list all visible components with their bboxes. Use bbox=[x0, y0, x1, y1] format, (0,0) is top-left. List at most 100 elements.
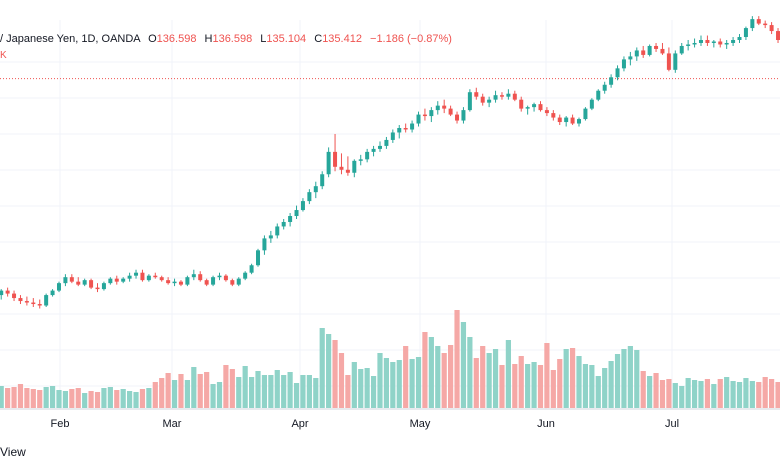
candle-body bbox=[146, 275, 151, 281]
volume-bar bbox=[184, 380, 190, 408]
candle-body bbox=[12, 293, 17, 299]
candle bbox=[589, 98, 594, 111]
candle-body bbox=[731, 40, 736, 43]
candle-body bbox=[191, 274, 196, 278]
candle-body bbox=[320, 174, 325, 187]
candle bbox=[397, 125, 402, 139]
volume-bar bbox=[576, 356, 582, 408]
volume-bar bbox=[531, 362, 537, 408]
candle bbox=[480, 93, 485, 106]
candle bbox=[5, 287, 10, 297]
volume-bar bbox=[94, 392, 101, 408]
candle-body bbox=[217, 275, 222, 278]
candle-body bbox=[467, 92, 472, 111]
candle-body bbox=[422, 114, 427, 117]
candle bbox=[422, 108, 427, 121]
candle-body bbox=[487, 99, 492, 103]
volume-bar bbox=[332, 340, 338, 408]
candle bbox=[750, 16, 755, 32]
candle-body bbox=[288, 216, 293, 222]
candle-body bbox=[615, 68, 620, 78]
candle bbox=[493, 90, 498, 103]
candle-body bbox=[493, 95, 498, 100]
candle-body bbox=[300, 201, 305, 211]
candle-body bbox=[564, 117, 569, 123]
candle bbox=[474, 87, 479, 100]
candle bbox=[390, 129, 395, 143]
volume-bar bbox=[647, 376, 653, 408]
symbol-title[interactable]: / Japanese Yen, 1D, OANDA bbox=[0, 33, 141, 45]
price-candles bbox=[0, 16, 780, 309]
candle-body bbox=[589, 99, 594, 109]
volume-bar bbox=[499, 365, 505, 408]
candle-body bbox=[204, 280, 209, 285]
footer-view-text[interactable]: View bbox=[0, 445, 26, 459]
volume-bar bbox=[659, 380, 666, 408]
volume-bar bbox=[415, 357, 422, 408]
candle-body bbox=[275, 226, 280, 236]
candle-body bbox=[602, 84, 607, 91]
candle-body bbox=[666, 53, 671, 70]
candle-body bbox=[673, 53, 678, 70]
volume-bar bbox=[666, 379, 672, 408]
candle-body bbox=[0, 290, 4, 296]
candle bbox=[621, 56, 626, 72]
candle bbox=[577, 117, 582, 127]
candle bbox=[307, 189, 312, 205]
volume-bar bbox=[608, 361, 614, 408]
candle bbox=[114, 275, 119, 285]
candle bbox=[532, 102, 537, 112]
candle bbox=[204, 278, 209, 287]
candle bbox=[256, 248, 261, 267]
candle-body bbox=[56, 283, 61, 291]
volume-bar bbox=[345, 375, 351, 408]
volume-bar bbox=[5, 388, 11, 408]
volume-bar bbox=[505, 340, 511, 408]
volume-bar bbox=[370, 376, 377, 408]
volume-bar bbox=[480, 346, 486, 408]
volume-bar bbox=[589, 365, 595, 408]
candle bbox=[609, 74, 614, 88]
candle bbox=[731, 37, 736, 46]
volume-bar bbox=[191, 367, 197, 408]
candle-body bbox=[294, 210, 299, 217]
candle-body bbox=[621, 59, 626, 69]
candle-body bbox=[583, 108, 588, 120]
volume-bar bbox=[120, 389, 126, 408]
candle-body bbox=[339, 166, 344, 170]
volume-bar bbox=[769, 379, 775, 408]
candle bbox=[243, 271, 248, 281]
volume-bar bbox=[274, 370, 280, 408]
candle bbox=[320, 171, 325, 190]
candle-body bbox=[776, 31, 780, 40]
volume-bar bbox=[512, 364, 518, 408]
volume-bar bbox=[358, 369, 364, 408]
volume-bar bbox=[454, 310, 460, 408]
volume-bar bbox=[319, 328, 325, 408]
volume-bar bbox=[537, 365, 544, 408]
candle bbox=[410, 120, 415, 133]
candle-body bbox=[114, 278, 119, 282]
candle bbox=[711, 40, 716, 48]
candle-body bbox=[654, 45, 659, 49]
candle-body bbox=[230, 280, 235, 285]
candle-body bbox=[211, 277, 216, 285]
volume-bar bbox=[37, 390, 43, 408]
volume-bar bbox=[178, 374, 184, 408]
candle bbox=[281, 219, 286, 230]
candle bbox=[564, 116, 569, 127]
candle bbox=[403, 123, 408, 133]
volume-bar bbox=[101, 388, 107, 408]
volume-legend: K bbox=[0, 50, 7, 61]
volume-bar bbox=[460, 322, 467, 408]
candle bbox=[628, 51, 633, 66]
candle bbox=[191, 269, 196, 281]
volume-bar bbox=[326, 334, 332, 408]
volume-bar bbox=[679, 386, 685, 408]
candle-body bbox=[410, 123, 415, 130]
candle-body bbox=[538, 104, 543, 111]
candle-body bbox=[153, 275, 158, 278]
volume-bar bbox=[107, 387, 113, 408]
candle-body bbox=[718, 41, 723, 45]
volume-bar bbox=[261, 375, 268, 408]
